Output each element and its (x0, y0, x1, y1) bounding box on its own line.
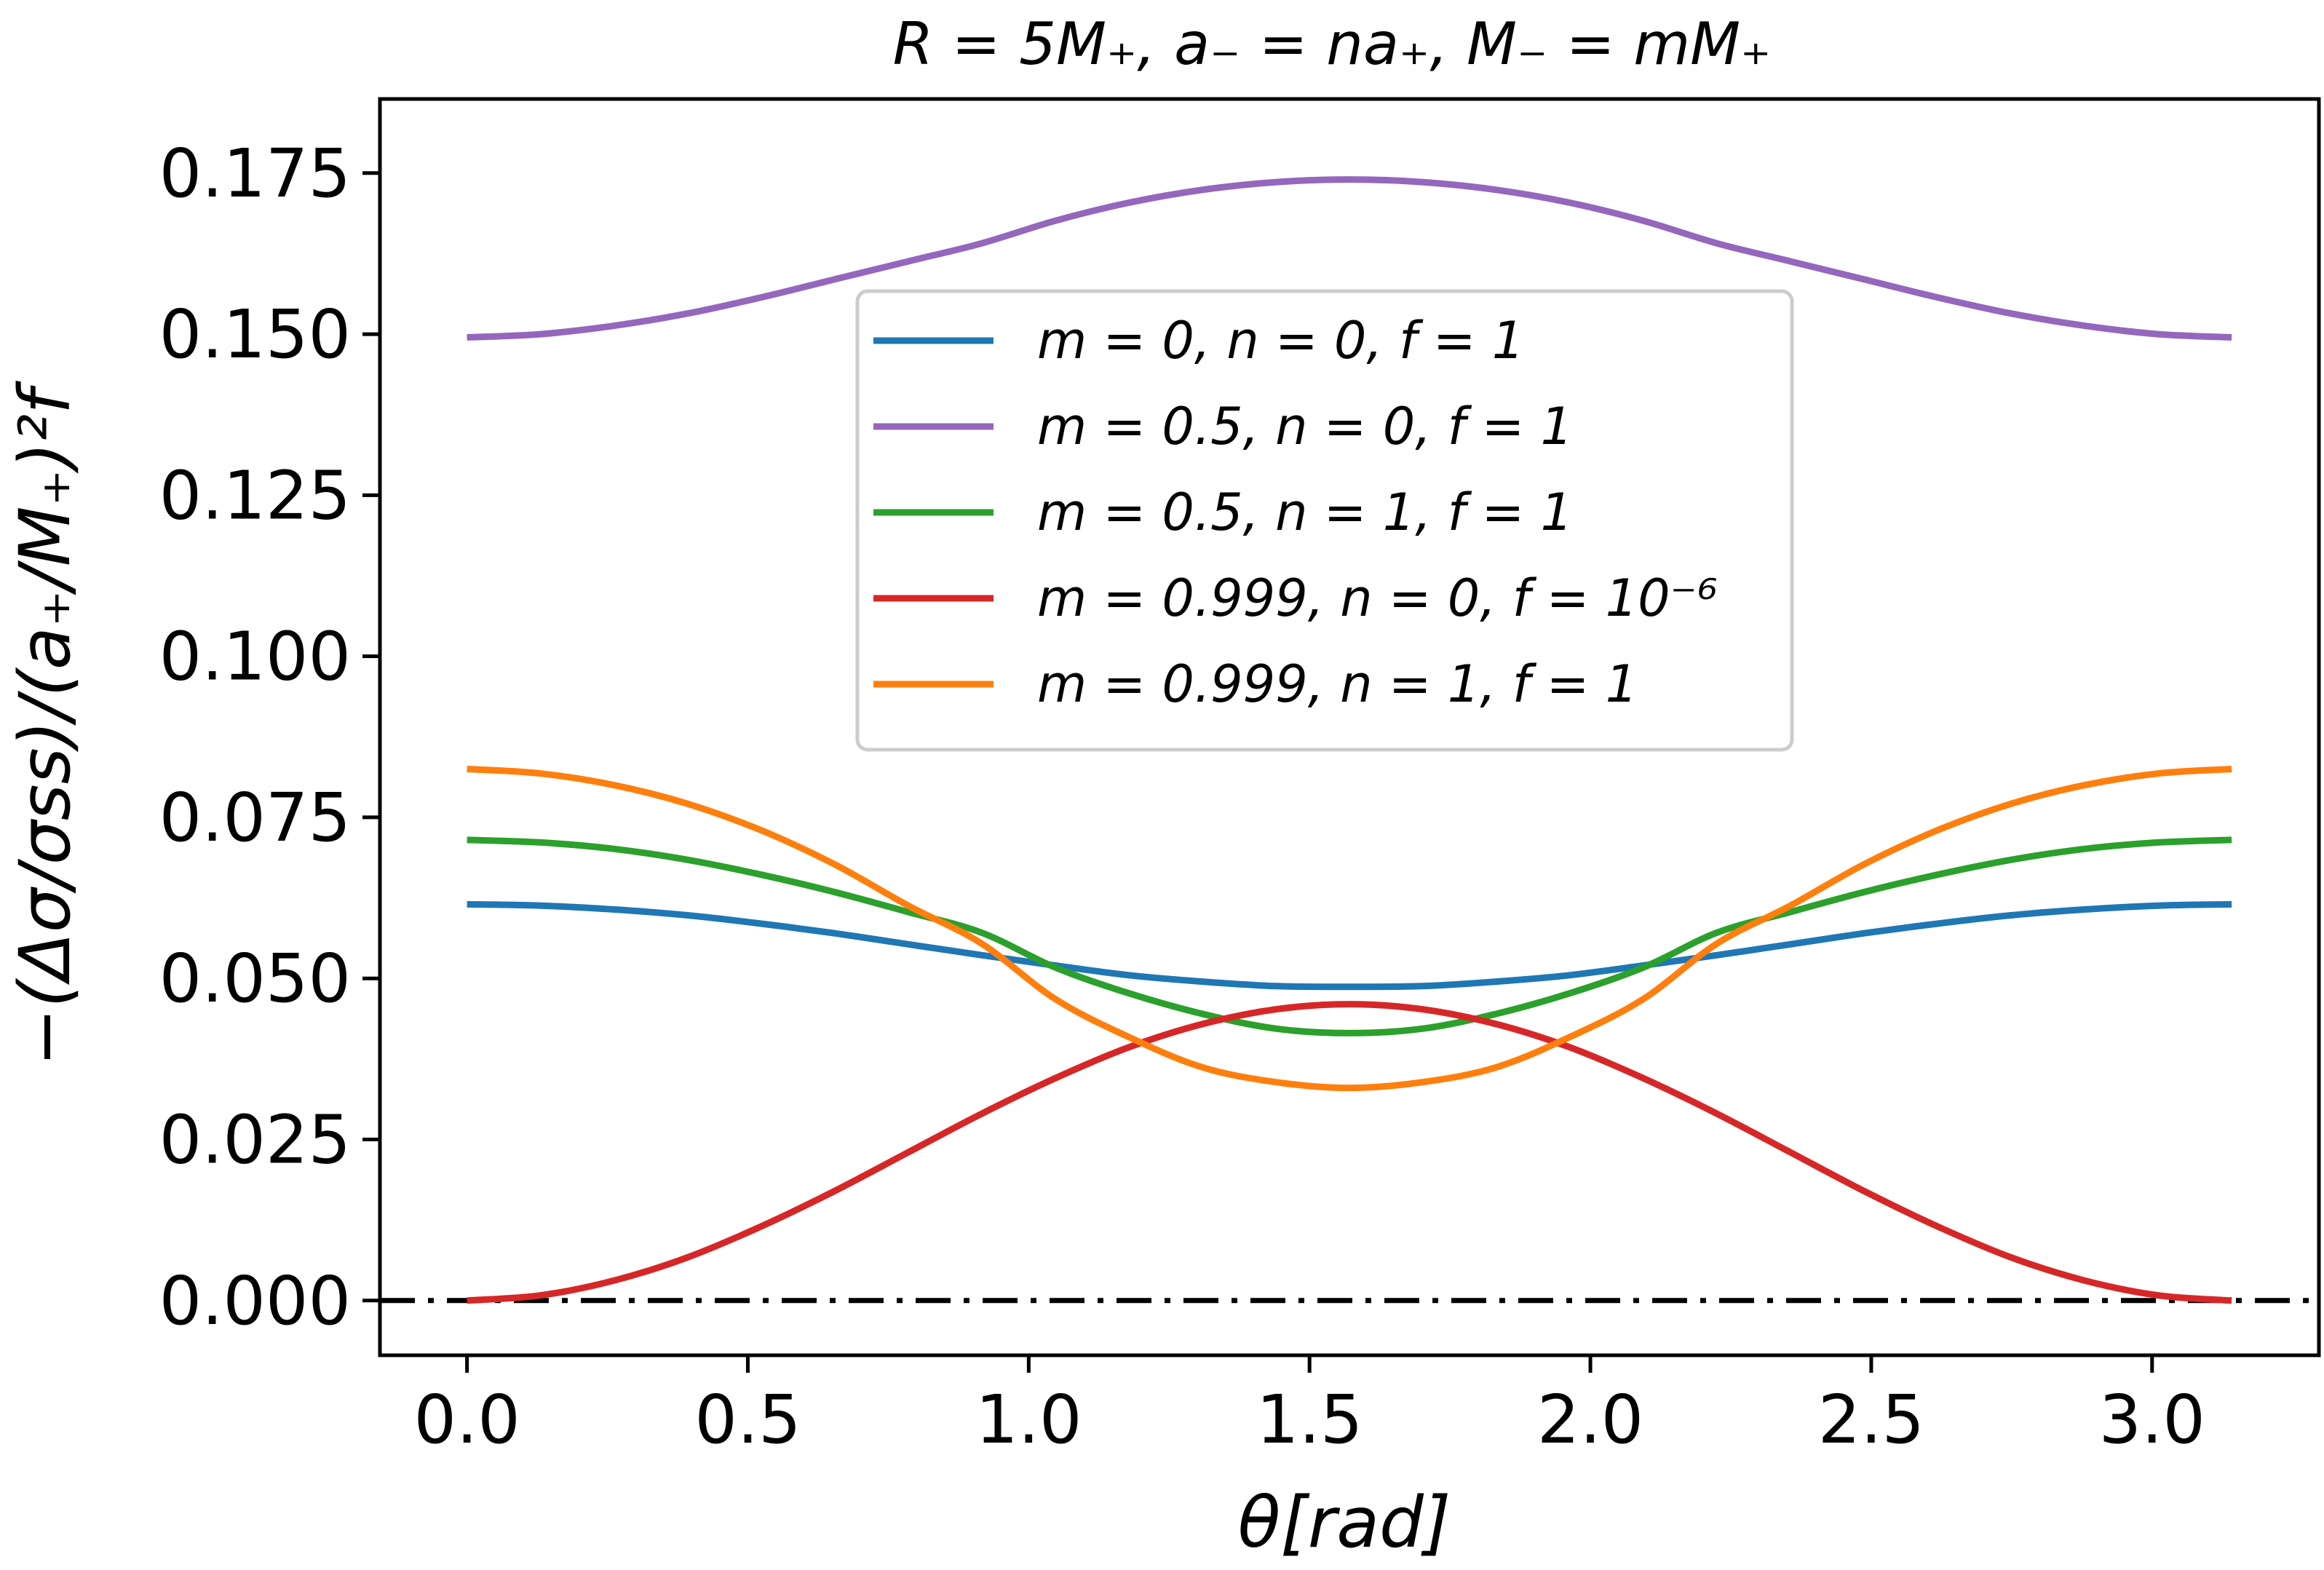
x-tick-label: 2.5 (1818, 1381, 1924, 1459)
legend: m = 0, n = 0, f = 1 m = 0.5, n = 0, f = 1… (855, 289, 1794, 752)
y-tick-label: 0.075 (159, 779, 351, 857)
y-tick-label: 0.050 (159, 940, 351, 1018)
chart-title: R = 5M₊, a₋ = na₊, M₋ = mM₊ (893, 10, 1772, 78)
x-tick-label: 2.0 (1537, 1381, 1643, 1459)
legend-label-2: m = 0.5, n = 0, f = 1 (1037, 397, 1573, 456)
x-tick-label: 1.5 (1256, 1381, 1363, 1459)
y-tick-label: 0.175 (159, 135, 351, 213)
x-tick-label: 0.5 (694, 1381, 801, 1459)
series-line-5 (467, 766, 2232, 1092)
y-tick-label: 0.100 (159, 618, 351, 696)
y-tick-label: 0.025 (159, 1101, 351, 1178)
legend-label-4: m = 0.999, n = 0, f = 10⁻⁶ (1037, 568, 1718, 628)
series-line-3 (467, 836, 2232, 1036)
series-line-1 (467, 900, 2232, 991)
plot-area (380, 176, 2319, 1304)
legend-box (855, 289, 1794, 752)
y-axis-label: −(Δσ/σss)/(a₊/M₊)²f (4, 381, 86, 1066)
axes-frame (378, 97, 2321, 1357)
y-tick-label: 0.000 (159, 1262, 351, 1340)
x-tick-label: 3.0 (2099, 1381, 2205, 1459)
legend-label-5: m = 0.999, n = 1, f = 1 (1037, 654, 1638, 714)
series-line-4 (467, 1001, 2232, 1304)
x-tick-label: 0.0 (413, 1381, 520, 1459)
y-tick-label: 0.150 (159, 296, 351, 373)
axis-ticks: 0.0 0.5 1.0 1.5 2.0 2.5 3.0 0.000 0.025 0.050 0.07… (159, 135, 2205, 1459)
legend-label-3: m = 0.5, n = 1, f = 1 (1037, 483, 1573, 542)
x-axis-label: θ[rad] (1238, 1482, 1451, 1563)
series-line-2 (467, 176, 2232, 341)
legend-label-1: m = 0, n = 0, f = 1 (1037, 311, 1524, 370)
y-tick-label: 0.125 (159, 456, 351, 534)
x-tick-label: 1.0 (975, 1381, 1082, 1459)
